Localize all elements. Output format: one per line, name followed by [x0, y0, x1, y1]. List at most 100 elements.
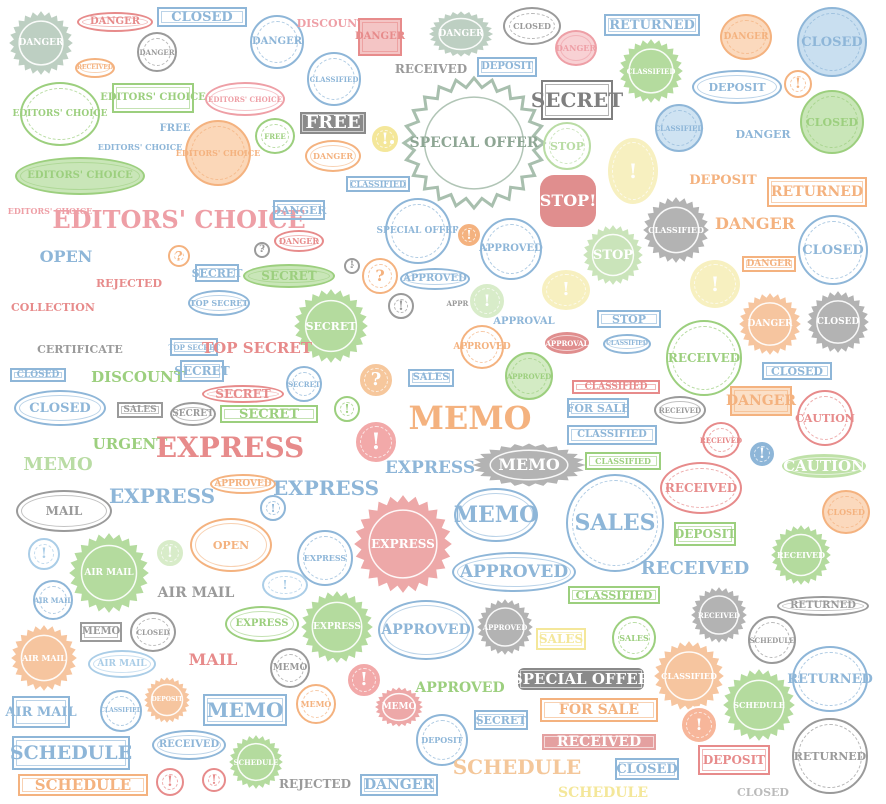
stamp-express: EXPRESS [108, 484, 216, 508]
stamp-label: DANGER [438, 28, 484, 39]
stamp-express: EXPRESS [297, 530, 353, 586]
stamp-received-burst: RECEIVED [691, 587, 747, 643]
stamp-editors-choice: EDITORS' CHOICE [100, 83, 206, 113]
stamp-danger-burst: DANGER [739, 293, 801, 355]
starburst-seal-shape [583, 225, 643, 285]
starburst-seal-shape [11, 625, 77, 691]
stamp-air-mail: AIR MAIL [88, 650, 156, 678]
stamp-approved: APPROVED [400, 268, 470, 290]
stamp-label: SCHEDULE [733, 700, 785, 710]
stamp-editors-choice: EDITORS' CHOICE [15, 157, 145, 195]
stamp-label: SCHEDULE [233, 757, 279, 767]
stamp-closed: CLOSED [822, 490, 870, 534]
stamp-danger: DANGER [271, 200, 327, 220]
stamp-free: FREE [298, 110, 368, 136]
stamp-sales: SALES [612, 616, 656, 660]
stamp-deposit: DEPOSIT [692, 70, 782, 104]
stamp-schedule: SCHEDULE [18, 774, 148, 796]
stamp-returned: RETURNED [792, 718, 868, 794]
exclamation-icon: ! [680, 706, 718, 744]
stamp-special-offer: SPECIAL OFFER [512, 666, 650, 692]
stamp-schedule-burst: SCHEDULE [723, 669, 795, 741]
stamp-closed-burst: CLOSED [807, 291, 869, 353]
stamp-closed: CLOSED [157, 7, 247, 27]
stamp-deposit: DEPOSIT [698, 745, 770, 775]
stamp-label: CLASSIFIED [661, 671, 717, 681]
stamp-approved: APPROVED [479, 218, 543, 280]
exclamation-icon: ! [156, 768, 184, 796]
stamp-air-mail-burst: AIR MAIL [69, 533, 149, 613]
stamp-danger: DANGER [355, 18, 405, 56]
starburst-seal-shape [69, 533, 149, 613]
exclamation-icon: ! [688, 258, 742, 310]
stamp-danger: DANGER [555, 30, 597, 66]
stamp-secret: SECRET [286, 366, 322, 402]
stamp-rejected: REJECTED [279, 777, 351, 791]
stamp-label: SPECIAL OFFER [409, 135, 539, 151]
stamp-express: EXPRESS [155, 431, 305, 464]
stamp-memo: MEMO [296, 684, 336, 724]
stamp-stop: STOP [543, 122, 591, 170]
stamp-free: FREE [159, 123, 191, 134]
starburst-seal-shape [401, 75, 547, 211]
stamp-approval: APPROVAL [493, 316, 555, 327]
stamp-classified: CLASSIFIED [100, 690, 142, 732]
stamp-closed: CLOSED [503, 7, 561, 45]
exclamation-icon: ! [540, 268, 592, 312]
stamp-approval: APPROVAL [543, 330, 591, 356]
stamp-rejected: REJECTED [96, 276, 162, 290]
stamp-special-offer-burst: SPECIAL OFFER [401, 75, 547, 211]
exclamation-icon: ! [334, 396, 360, 422]
stamp-special-offer: SPECIAL OFFER [377, 198, 459, 264]
stamp-certificate: CERTIFICATE [37, 342, 123, 356]
stamp-air-mail: AIR MAIL [157, 585, 235, 601]
stamp-closed: CLOSED [615, 758, 679, 780]
stamp-memo-burst: MEMO [472, 443, 586, 487]
stamp-schedule: SCHEDULE [748, 616, 796, 664]
starburst-seal-shape [723, 669, 795, 741]
exclamation-icon: ! [262, 570, 308, 600]
stamp-classified: CLASSIFIED [307, 52, 361, 106]
stamp-closed: CLOSED [798, 215, 868, 285]
stamp-editors-choice: EDITORS' CHOICE [176, 120, 260, 186]
question-mark-icon: ? [362, 258, 398, 294]
stamp-collection: COLLECTION [11, 300, 95, 314]
starburst-seal-shape [229, 735, 283, 789]
stamp-discount: DISCOUNT [91, 367, 185, 386]
stamp-label: EXPRESS [313, 621, 361, 632]
stamp-secret: SECRET [174, 360, 230, 382]
question-mark-icon: ? [168, 245, 190, 267]
stamp-for-sale: FOR SALE [540, 698, 658, 722]
stamp-approved: APPROVED [378, 600, 474, 660]
exclamation-icon: ! [784, 70, 812, 98]
stamp-closed: CLOSED [130, 612, 176, 652]
stamp-danger: DANGER [726, 386, 796, 416]
stamp-closed: CLOSED [762, 362, 832, 380]
stamp-approved-burst: APPROVED [477, 599, 533, 655]
stamp-top-secret: TOP SECRET [168, 338, 220, 356]
stamp-urgent: URGENT [92, 434, 168, 453]
stamp-received: RECEIVED [666, 320, 742, 396]
starburst-seal-shape [472, 443, 586, 487]
stamp-discount: DISCOUNT [296, 16, 366, 30]
stamp-deposit: DEPOSIT [674, 522, 736, 546]
question-mark-icon: ? [358, 362, 394, 398]
stamp-approved: APPROVED [453, 325, 511, 369]
stamp-label: CLOSED [816, 316, 860, 327]
stamp-classified: CLASSIFIED [568, 586, 660, 604]
stamp-memo: MEMO [270, 648, 310, 688]
stamp-danger-burst: DANGER [9, 11, 73, 75]
exclamation-icon: ! [606, 136, 660, 206]
stamp-air-mail-burst: AIR MAIL [11, 625, 77, 691]
stamp-secret: SECRET [202, 385, 284, 403]
stamp-received: RECEIVED [654, 396, 706, 424]
stamp-top-secret: TOP SECRET [188, 290, 250, 316]
stamp-closed: CLOSED [797, 7, 867, 77]
stamp-label: AIR MAIL [22, 653, 66, 663]
stamp-label: RECEIVED [697, 610, 741, 620]
stamp-classified: CLASSIFIED [567, 425, 657, 445]
stamp-express-burst: EXPRESS [301, 591, 373, 663]
stamp-danger-burst: DANGER [428, 11, 494, 57]
starburst-seal-shape [771, 525, 831, 585]
